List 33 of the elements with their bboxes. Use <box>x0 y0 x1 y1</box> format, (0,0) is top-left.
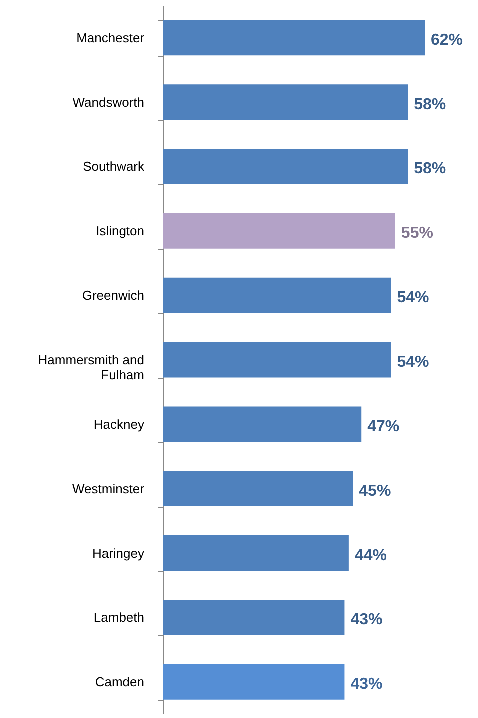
y-tick-label: Hammersmith and Fulham <box>38 352 144 382</box>
data-label: 55% <box>401 225 434 242</box>
y-tick-label: Hackney <box>94 416 145 432</box>
data-label: 54% <box>397 354 430 371</box>
bar <box>163 84 408 120</box>
data-label: 44% <box>354 547 387 564</box>
bar <box>163 406 362 442</box>
bar <box>163 149 408 184</box>
y-tick-label: Islington <box>96 224 144 239</box>
data-label: 58% <box>414 160 446 178</box>
data-label: 62% <box>431 32 464 49</box>
y-tick-label: Manchester <box>76 30 146 46</box>
y-tick-label: Greenwich <box>82 288 144 304</box>
data-label: 54% <box>397 290 430 307</box>
data-label: 58% <box>414 96 446 114</box>
y-tick-label: Camden <box>95 674 144 690</box>
bar <box>163 342 392 378</box>
bar <box>163 20 425 56</box>
data-label: 47% <box>368 418 400 436</box>
bar <box>163 600 345 636</box>
y-tick-label: Westminster <box>72 481 146 496</box>
y-tick-label: Lambeth <box>94 610 144 626</box>
y-tick-label: Wandsworth <box>72 94 144 110</box>
y-tick-label: Southwark <box>83 159 145 174</box>
data-label: 43% <box>350 612 383 629</box>
data-label: 43% <box>350 676 383 694</box>
bar <box>163 278 392 314</box>
bar <box>163 536 349 571</box>
data-label: 45% <box>359 482 392 500</box>
bar <box>163 213 396 249</box>
bar <box>163 664 345 700</box>
y-tick-label: Haringey <box>92 546 145 561</box>
bar <box>163 471 354 507</box>
